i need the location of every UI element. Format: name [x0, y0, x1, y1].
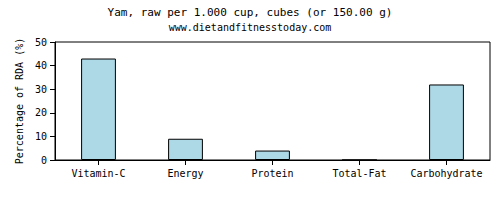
svg-text:Total-Fat: Total-Fat [332, 168, 386, 179]
svg-text:50: 50 [35, 37, 47, 48]
svg-text:www.dietandfitnesstoday.com: www.dietandfitnesstoday.com [169, 22, 332, 33]
svg-text:30: 30 [35, 84, 47, 95]
svg-text:20: 20 [35, 107, 47, 118]
svg-text:Yam, raw per 1.000 cup, cubes: Yam, raw per 1.000 cup, cubes (or 150.00… [108, 6, 393, 19]
svg-text:40: 40 [35, 60, 47, 71]
svg-text:0: 0 [41, 155, 47, 166]
svg-text:10: 10 [35, 131, 47, 142]
svg-text:Protein: Protein [251, 168, 293, 179]
svg-text:Vitamin-C: Vitamin-C [71, 168, 125, 179]
svg-text:Percentage of RDA (%): Percentage of RDA (%) [14, 38, 25, 164]
svg-text:Energy: Energy [167, 168, 203, 179]
svg-text:Carbohydrate: Carbohydrate [410, 168, 482, 179]
